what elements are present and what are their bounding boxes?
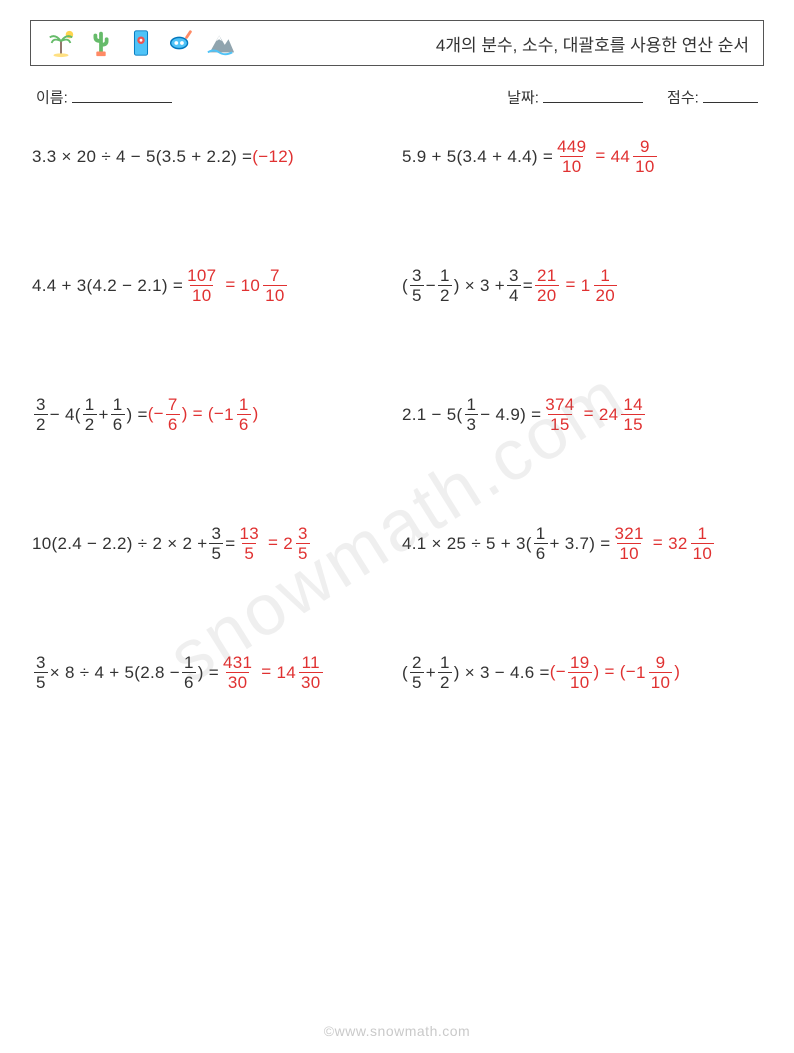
answer: 32110 = 32110 — [611, 525, 717, 562]
answer: 43130 = 141130 — [219, 654, 325, 691]
meta-left: 이름: — [36, 86, 172, 108]
score-label: 점수: — [667, 90, 699, 107]
answer: (−1910) = (−1910) — [550, 654, 680, 691]
problem-4: (35 − 12) × 3 + 34 = 2120 = 1120 — [402, 267, 762, 304]
mountain-icon — [205, 27, 237, 59]
footer: ©www.snowmath.com — [0, 1023, 794, 1039]
date-label: 날짜: — [507, 90, 539, 107]
problems-grid: 3.3 × 20 ÷ 4 − 5(3.5 + 2.2) = (−12) 5.9 +… — [30, 118, 764, 691]
meta-row: 이름: 날짜: 점수: — [30, 86, 764, 118]
cactus-icon — [85, 27, 117, 59]
snorkel-icon — [165, 27, 197, 59]
problem-1: 3.3 × 20 ÷ 4 − 5(3.5 + 2.2) = (−12) — [32, 138, 392, 175]
worksheet-page: snowmath.com 4개의 분수, 소수, 대괄호를 사용한 연산 순서 … — [0, 0, 794, 1053]
worksheet-title: 4개의 분수, 소수, 대괄호를 사용한 연산 순서 — [436, 31, 749, 56]
name-blank[interactable] — [72, 86, 172, 103]
problem-2: 5.9 + 5(3.4 + 4.4) = 44910 = 44910 — [402, 138, 762, 175]
problem-8: 4.1 × 25 ÷ 5 + 3(16 + 3.7) = 32110 = 321… — [402, 525, 762, 562]
problem-7: 10(2.4 − 2.2) ÷ 2 × 2 + 35 = 135 = 235 — [32, 525, 392, 562]
answer: 10710 = 10710 — [183, 267, 289, 304]
name-label: 이름: — [36, 90, 68, 107]
header: 4개의 분수, 소수, 대괄호를 사용한 연산 순서 — [30, 20, 764, 66]
date-blank[interactable] — [543, 86, 643, 103]
score-blank[interactable] — [703, 86, 758, 103]
answer: (−12) — [252, 148, 294, 165]
date-field: 날짜: — [507, 86, 643, 108]
problem-9: 35 × 8 ÷ 4 + 5(2.8 − 16) = 43130 = 14113… — [32, 654, 392, 691]
phone-map-icon — [125, 27, 157, 59]
answer: (−76) = (−116) — [148, 396, 259, 433]
name-field: 이름: — [36, 86, 172, 108]
problem-6: 2.1 − 5(13 − 4.9) = 37415 = 241415 — [402, 396, 762, 433]
problem-3: 4.4 + 3(4.2 − 2.1) = 10710 = 10710 — [32, 267, 392, 304]
problem-5: 32 − 4(12 + 16) = (−76) = (−116) — [32, 396, 392, 433]
problem-10: (25 + 12) × 3 − 4.6 = (−1910) = (−1910) — [402, 654, 762, 691]
meta-right: 날짜: 점수: — [507, 86, 758, 108]
score-field: 점수: — [667, 86, 758, 108]
answer: 135 = 235 — [235, 525, 311, 562]
answer: 2120 = 1120 — [533, 267, 619, 304]
answer: 37415 = 241415 — [541, 396, 647, 433]
palm-tree-icon — [45, 27, 77, 59]
header-icons — [45, 27, 237, 59]
answer: 44910 = 44910 — [553, 138, 659, 175]
